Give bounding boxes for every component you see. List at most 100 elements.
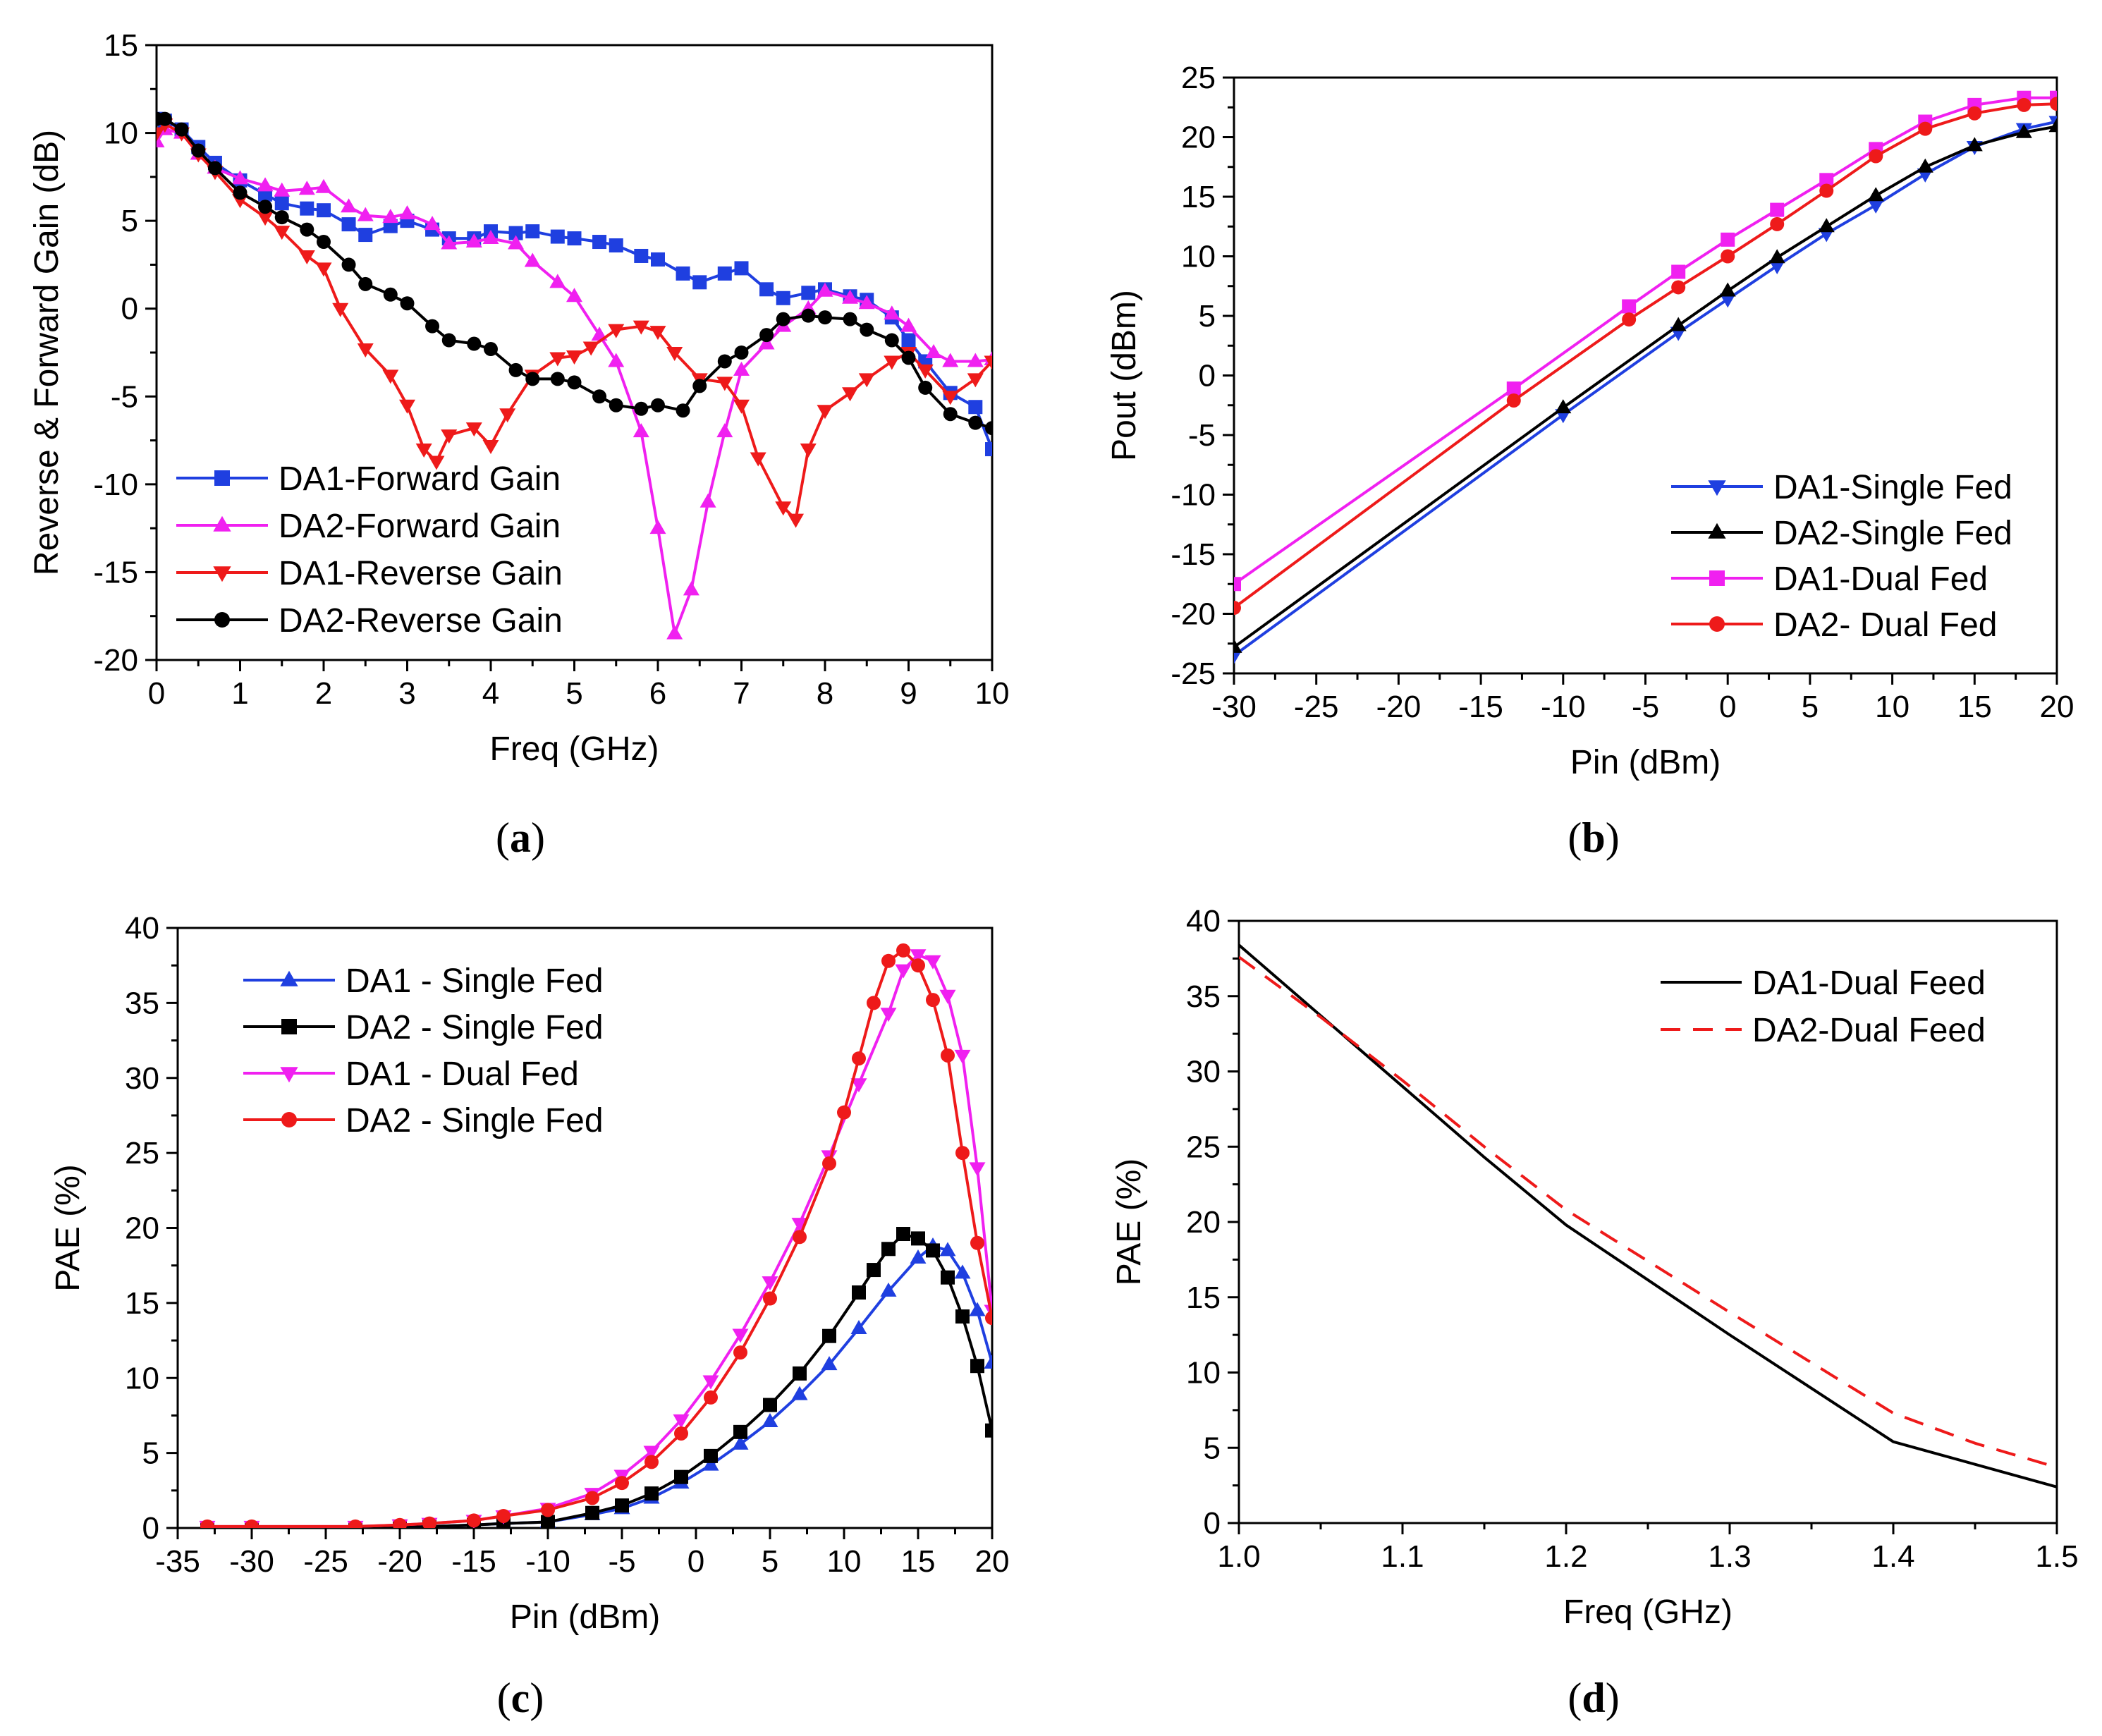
data-point [967,353,984,367]
data-point [881,953,896,968]
series-line-da1-dual-feed [1239,943,2057,1489]
data-point [733,399,750,414]
data-point [762,1412,778,1427]
data-point [508,362,523,377]
y-tick-label: 15 [1186,1280,1221,1315]
legend-label: DA1-Reverse Gain [279,555,563,592]
data-point [924,955,941,970]
data-point [566,350,582,365]
y-tick-label: 40 [1186,904,1221,939]
data-point [676,403,690,418]
y-tick-label: 35 [125,986,159,1020]
data-point [191,143,206,158]
y-tick-label: -5 [1188,418,1216,453]
y-tick-label: 5 [1204,1431,1221,1465]
data-point [332,302,349,317]
data-point [608,353,625,367]
legend-marker [1709,570,1725,586]
data-point [759,282,774,297]
data-point [926,1243,940,1258]
y-tick-label: 10 [1181,240,1216,274]
data-point [954,1049,971,1064]
x-tick-label: -15 [1458,690,1503,724]
data-point [609,238,623,253]
data-point [441,429,458,444]
data-point [317,235,331,250]
data-point [895,964,912,979]
data-point [422,1516,436,1528]
data-point [358,228,373,243]
data-point [274,226,291,240]
data-point [985,1423,992,1438]
data-point [1506,381,1521,396]
y-tick-label: -25 [1171,656,1216,691]
data-point [896,943,910,958]
data-point [2017,97,2031,112]
data-point [1770,202,1785,217]
data-point [424,216,441,231]
y-tick-label: 15 [104,28,138,63]
data-point [298,181,315,195]
data-point [357,343,374,358]
data-point [608,324,625,338]
x-tick-label: 10 [1875,690,1909,724]
data-point [1670,317,1687,331]
x-tick-label: -20 [1376,690,1422,724]
x-tick-label: 20 [2040,690,2074,724]
y-tick-label: 0 [142,1511,159,1546]
data-point [910,949,927,964]
data-point [399,399,415,414]
data-point [939,1242,956,1257]
data-point [382,209,399,224]
data-point [157,127,165,142]
data-point [762,1276,778,1291]
data-point [1234,649,1242,664]
y-tick-label: -20 [1171,597,1216,632]
data-point [1869,149,1883,164]
data-point [968,400,983,415]
data-point [984,1354,992,1369]
legend-label: DA1-Single Fed [1773,469,2012,506]
series-line-da1-dual-fed [1234,96,2057,585]
data-point [550,372,565,386]
legend-label: DA1 - Dual Fed [346,1056,579,1093]
y-tick-label: 30 [1186,1055,1221,1089]
x-tick-label: 1.1 [1381,1539,1424,1574]
data-point [704,1390,718,1405]
data-point [822,1156,836,1171]
data-point [733,361,750,376]
data-point [245,1519,259,1528]
data-point [867,1263,881,1278]
data-point [817,405,833,420]
data-point [717,266,732,281]
data-point [550,229,565,244]
y-axis-title: Pout (dBm) [1106,290,1143,461]
data-point [716,377,733,391]
data-point [615,1476,629,1491]
data-point [1234,577,1241,592]
y-tick-label: -15 [1171,537,1216,572]
data-point [2015,123,2032,138]
legend-marker [280,1067,298,1083]
data-point [732,1435,749,1450]
data-point [315,178,332,193]
legend-marker [280,970,298,986]
y-tick-label: 40 [125,911,159,946]
caption-a: (a) [496,814,545,861]
y-tick-label: -10 [93,467,138,502]
data-point [1719,282,1736,297]
x-tick-label: 5 [762,1544,778,1579]
x-tick-label: 2 [315,676,332,711]
y-tick-label: 25 [1186,1130,1221,1164]
data-point [1622,299,1637,314]
data-point [1622,312,1637,327]
y-tick-label: 20 [1181,121,1216,155]
data-point [852,1285,866,1300]
data-point [969,1302,986,1316]
data-point [1671,264,1686,279]
legend-marker [214,612,230,628]
data-point [821,1356,838,1371]
legend-label: DA1-Forward Gain [279,460,561,498]
data-point [499,408,516,423]
data-point [382,369,399,384]
